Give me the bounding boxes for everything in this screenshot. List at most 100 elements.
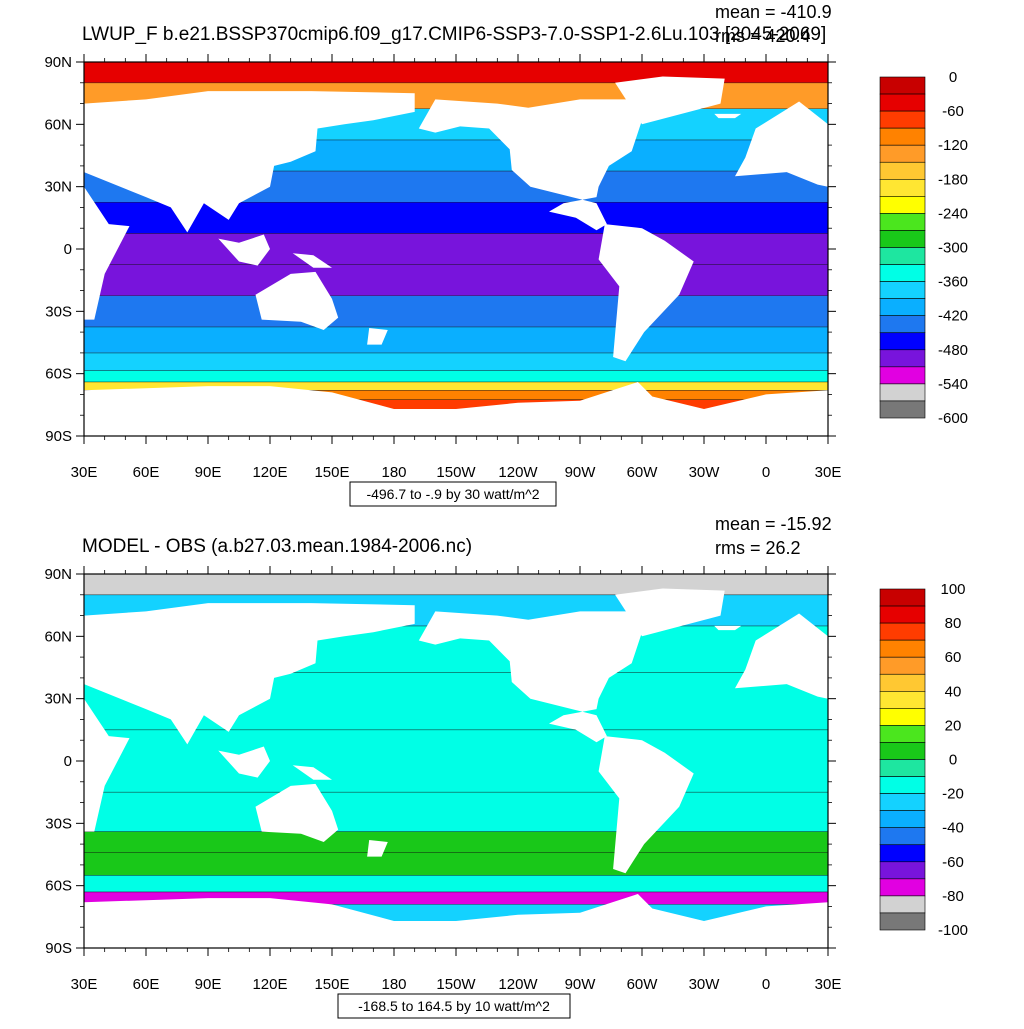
- top-cb-label-7: -420: [938, 308, 968, 325]
- bottom-cb-swatch-8: [879, 725, 926, 743]
- top-band-5: [84, 202, 828, 234]
- top-cb-label-1: -60: [942, 103, 964, 120]
- top-cb-swatch-10: [879, 247, 926, 265]
- top-land-antarctica: [84, 382, 828, 436]
- top-land-3: [218, 234, 270, 266]
- bottom-land-0: [84, 698, 130, 832]
- bottom-land-10: [714, 625, 742, 631]
- bottom-cb-label-5: 0: [949, 752, 957, 769]
- top-land-10: [714, 113, 742, 119]
- bottom-band-0: [84, 574, 828, 595]
- bottom-land-5: [367, 840, 388, 857]
- top-land-0: [84, 186, 130, 320]
- bottom-colorbar: 100 80 60 40 20 0 -20 -40 -60 -80 -100: [879, 581, 968, 939]
- top-band-12: [84, 381, 828, 391]
- bottom-land-antarctica: [84, 894, 828, 948]
- bottom-cb-swatch-16: [879, 861, 926, 880]
- top-land-4: [292, 253, 332, 268]
- bottom-land-7: [598, 736, 694, 874]
- bottom-ylabel-0: 90N: [44, 566, 72, 583]
- top-title: LWUP_F b.e21.BSSP370cmip6.f09_g17.CMIP6-…: [82, 24, 826, 45]
- bottom-ylabel-5: 60S: [45, 878, 72, 895]
- top-range-box: [349, 481, 557, 507]
- bottom-band-8: [84, 875, 828, 892]
- top-cb-label-5: -300: [938, 240, 968, 257]
- bottom-cb-swatch-19: [879, 912, 926, 931]
- top-mean: mean = -410.9: [715, 2, 832, 22]
- top-cb-label-3: -180: [938, 171, 968, 188]
- bottom-xlabel-6: 150W: [436, 976, 476, 993]
- top-xlabel-3: 120E: [252, 464, 287, 481]
- top-xlabel-12: 30E: [815, 464, 842, 481]
- bottom-cb-swatch-1: [879, 605, 926, 624]
- top-cb-label-2: -120: [938, 137, 968, 154]
- bottom-cb-swatch-9: [879, 742, 926, 760]
- bottom-cb-swatch-11: [879, 776, 926, 794]
- bottom-cb-swatch-10: [879, 759, 926, 777]
- bottom-land-6: [418, 611, 642, 743]
- bottom-cb-label-9: -80: [942, 888, 964, 905]
- bottom-range-box: [337, 993, 571, 1019]
- top-cb-swatch-19: [879, 400, 926, 419]
- bottom-cb-swatch-7: [879, 708, 926, 726]
- top-band-10: [84, 352, 828, 371]
- top-xlabel-7: 120W: [498, 464, 538, 481]
- top-xlabel-11: 0: [762, 464, 770, 481]
- top-ylabel-2: 30N: [44, 179, 72, 196]
- top-rms: rms = 420.4: [715, 26, 811, 46]
- bottom-cb-label-10: -100: [938, 922, 968, 939]
- top-ylabel-4: 30S: [45, 303, 72, 320]
- top-ylabel-0: 90N: [44, 54, 72, 71]
- top-cb-swatch-16: [879, 349, 926, 368]
- bottom-land-9: [735, 613, 828, 699]
- top-xlabel-5: 180: [381, 464, 406, 481]
- bottom-cb-swatch-6: [879, 691, 926, 709]
- bottom-cb-swatch-0: [879, 588, 926, 607]
- bottom-ylabel-1: 60N: [44, 628, 72, 645]
- top-cb-swatch-8: [879, 213, 926, 231]
- bottom-map-svg: MODEL - OBS (a.b27.03.mean.1984-2006.nc)…: [44, 514, 968, 1019]
- bottom-xlabel-2: 90E: [195, 976, 222, 993]
- top-band-6: [84, 233, 828, 265]
- top-cb-swatch-13: [879, 298, 926, 316]
- top-cb-label-10: -600: [938, 410, 968, 427]
- top-land-6: [418, 99, 642, 231]
- bottom-land-3: [218, 746, 270, 778]
- bottom-rms: rms = 26.2: [715, 538, 801, 558]
- top-xlabel-1: 60E: [133, 464, 160, 481]
- top-band-9: [84, 326, 828, 353]
- top-ylabel-1: 60N: [44, 116, 72, 133]
- top-cb-swatch-18: [879, 383, 926, 402]
- top-cb-label-4: -240: [938, 205, 968, 222]
- bottom-band-7: [84, 852, 828, 876]
- bottom-land-2: [255, 783, 339, 842]
- bottom-range-text: -168.5 to 164.5 by 10 watt/m^2: [358, 998, 550, 1014]
- bottom-band-6: [84, 831, 828, 853]
- top-map-panel: LWUP_F b.e21.BSSP370cmip6.f09_g17.CMIP6-…: [0, 0, 1024, 512]
- top-xlabel-10: 30W: [689, 464, 721, 481]
- bottom-band-5: [84, 792, 828, 832]
- top-cb-swatch-3: [879, 127, 926, 146]
- bottom-cb-swatch-12: [879, 793, 926, 811]
- bottom-xlabel-4: 150E: [314, 976, 349, 993]
- top-cb-swatch-9: [879, 230, 926, 248]
- bottom-cb-swatch-15: [879, 844, 926, 863]
- bottom-cb-label-8: -60: [942, 854, 964, 871]
- bottom-ylabel-3: 0: [64, 753, 72, 770]
- top-cb-swatch-1: [879, 93, 926, 112]
- bottom-xlabel-12: 30E: [815, 976, 842, 993]
- top-cb-swatch-2: [879, 110, 926, 129]
- bottom-xlabel-7: 120W: [498, 976, 538, 993]
- top-cb-swatch-7: [879, 196, 926, 214]
- bottom-ylabel-6: 90S: [45, 940, 72, 957]
- bottom-cb-swatch-17: [879, 878, 926, 897]
- bottom-band-4: [84, 729, 828, 793]
- top-cb-swatch-4: [879, 144, 926, 163]
- bottom-mean: mean = -15.92: [715, 514, 832, 534]
- top-cb-swatch-0: [879, 76, 926, 95]
- bottom-cb-label-4: 20: [945, 717, 962, 734]
- bottom-cb-swatch-5: [879, 673, 926, 692]
- top-cb-swatch-6: [879, 179, 926, 197]
- bottom-xlabel-3: 120E: [252, 976, 287, 993]
- top-colorbar: 0 -60 -120 -180 -240 -300 -360 -420 -480 -540 -600: [879, 69, 968, 427]
